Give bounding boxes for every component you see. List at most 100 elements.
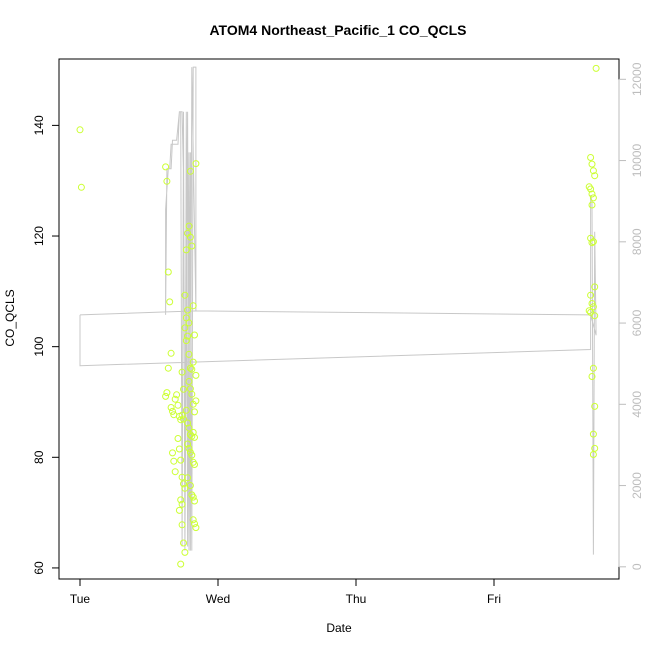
data-point [185,222,193,230]
data-point [167,404,175,411]
y-tick-label: 80 [32,450,46,464]
data-point [589,430,597,438]
data-point [182,406,190,414]
data-point [171,468,179,476]
y-axis-left: 60 80 100 120 140 [32,115,60,575]
data-point [180,539,187,547]
data-point [167,349,175,357]
data-point [589,238,597,246]
y2-tick-label: 12000 [630,62,644,96]
data-point [186,233,194,241]
data-point [588,300,596,307]
data-point [178,368,186,376]
x-axis: Tue Wed Thu Fri [70,578,501,606]
data-point [181,324,189,332]
data-point [185,424,193,432]
y-tick-label: 140 [32,115,46,135]
data-point [184,332,192,340]
data-point [587,185,595,193]
data-point [588,239,596,247]
data-point [189,302,197,310]
data-point [588,373,596,380]
y-tick-label: 120 [32,226,46,246]
data-point [184,440,192,448]
data-point [191,408,198,416]
data-point [169,407,176,415]
y-axis-label: CO_QCLS [3,289,17,346]
data-point [162,163,170,171]
data-point [174,435,182,442]
y2-tick-label: 0 [630,563,644,570]
data-point [171,395,179,403]
data-point [189,358,197,366]
data-point [177,560,185,568]
y-tick-label: 100 [32,336,46,356]
data-point [185,319,193,327]
data-point [587,154,595,161]
x-tick-label: Fri [487,592,501,606]
x-tick-label: Wed [206,592,230,606]
data-point [182,246,190,254]
data-point [184,306,192,314]
data-point [189,428,197,436]
data-point [191,461,198,468]
y2-tick-label: 4000 [630,391,644,418]
y2-tick-label: 10000 [630,144,644,178]
data-point [589,194,597,202]
data-point [177,456,185,464]
data-point [181,548,189,556]
data-point [589,451,597,458]
data-point [180,385,187,393]
data-point [192,524,200,532]
data-point [192,397,200,405]
data-point [591,172,599,180]
data-point [178,411,186,419]
data-point [177,496,185,504]
data-point [588,190,596,198]
data-point [180,480,187,488]
data-point [192,371,200,379]
data-point [186,167,194,175]
data-point [589,303,597,311]
data-point [178,500,186,508]
data-point [591,402,599,410]
y2-tick-label: 8000 [630,228,644,255]
data-point [589,167,597,175]
data-point [182,337,190,345]
data-point [192,160,200,168]
x-axis-label: Date [326,621,352,635]
data-point [585,307,593,315]
data-point [163,389,171,397]
data-point [191,433,198,441]
data-point [186,482,194,489]
y-axis-right: 0 2000 4000 6000 8000 10000 12000 [618,62,644,570]
data-point [188,365,196,373]
x-tick-label: Thu [346,592,367,606]
data-point [189,493,197,501]
data-point [591,283,599,291]
data-point [189,516,197,524]
points-layer [76,64,600,568]
data-point [77,183,85,191]
data-point [588,160,596,168]
data-point [181,291,189,299]
data-point [173,391,181,399]
data-point [591,312,599,320]
data-point [163,177,171,185]
data-point [181,484,189,492]
data-point [177,416,185,424]
data-point [592,64,600,72]
data-point [588,201,596,209]
data-point [188,242,196,250]
data-point [587,291,595,299]
y2-tick-label: 2000 [630,472,644,499]
data-point [191,497,198,505]
data-point [169,449,176,457]
data-point [166,298,174,306]
y2-tick-label: 6000 [630,309,644,336]
data-point [162,392,170,400]
data-point [76,126,84,134]
data-point [175,445,183,453]
